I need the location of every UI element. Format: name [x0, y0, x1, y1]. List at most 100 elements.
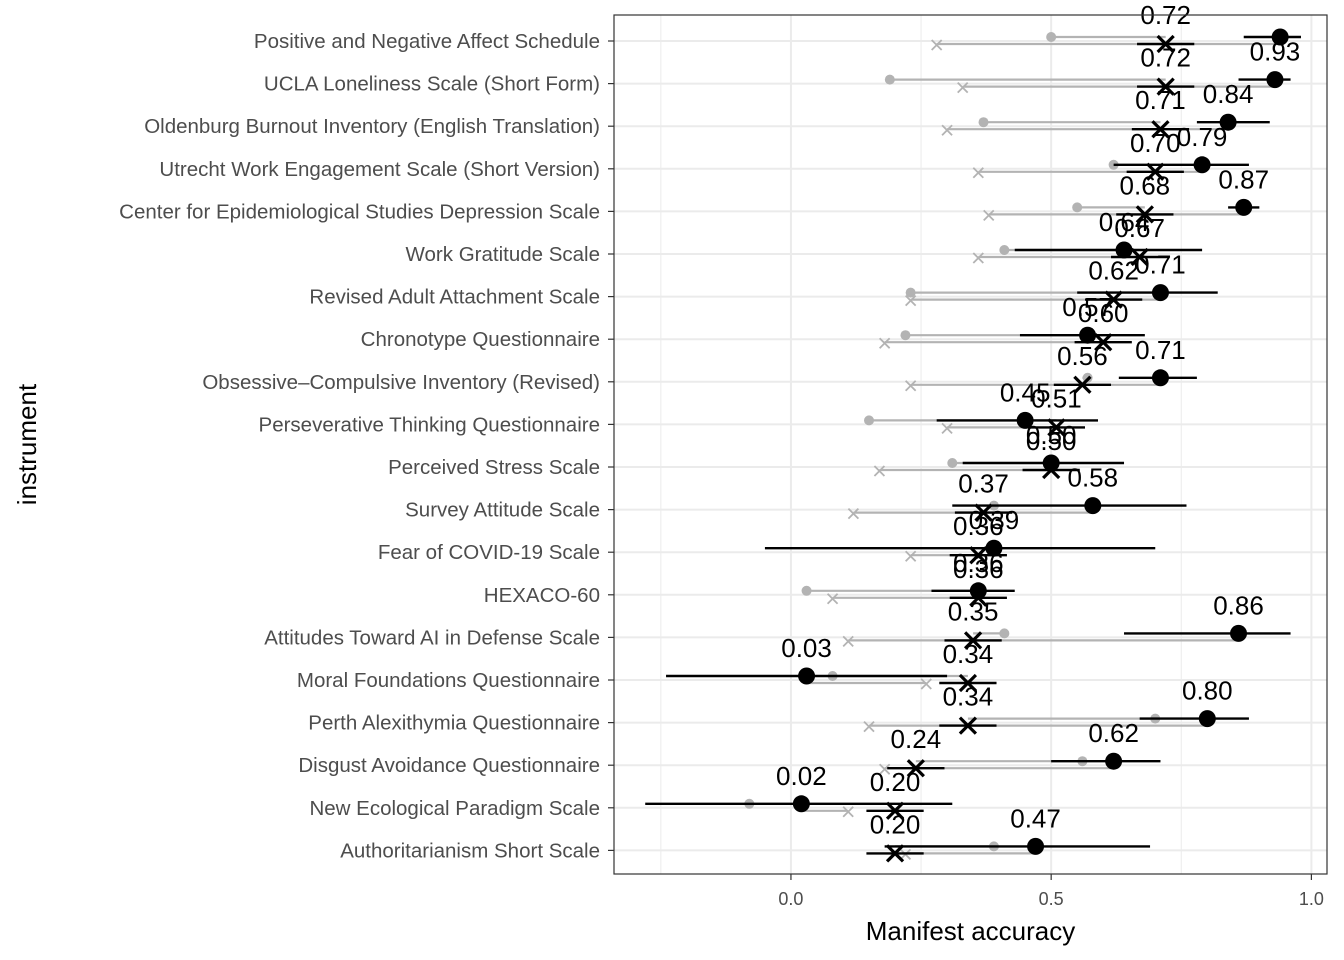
- cross-point-stroke: [1135, 205, 1154, 224]
- y-tick-label: HEXACO-60: [484, 584, 600, 607]
- dot-point: [798, 667, 816, 685]
- dot-point: [1235, 198, 1253, 216]
- secondary-cross: [941, 124, 953, 136]
- cross-point: [1156, 77, 1175, 96]
- secondary-cross-stroke: [863, 720, 875, 733]
- secondary-cross: [941, 422, 953, 435]
- secondary-point: [900, 330, 911, 341]
- secondary-cross: [905, 294, 917, 307]
- cross-value-label: 0.36: [953, 511, 1004, 541]
- secondary-cross: [878, 337, 891, 349]
- dot-point: [1115, 241, 1133, 259]
- dot-value-label: 0.80: [1182, 676, 1233, 706]
- cross-value-label: 0.24: [891, 724, 942, 754]
- secondary-cross-stroke: [842, 806, 854, 818]
- cross-point: [958, 673, 978, 693]
- cross-point: [885, 801, 905, 820]
- secondary-point: [905, 287, 916, 298]
- dot-value-label: 0.86: [1213, 590, 1264, 620]
- cross-point-stroke: [1042, 460, 1061, 480]
- dot-point: [1266, 71, 1284, 89]
- dot-point: [1105, 752, 1123, 770]
- cross-value-label: 0.51: [1031, 383, 1082, 413]
- secondary-cross-stroke: [941, 124, 953, 136]
- x-axis-title: Manifest accuracy: [866, 916, 1076, 946]
- dot-value-label: 0.57: [1062, 292, 1113, 322]
- secondary-cross: [905, 550, 917, 562]
- secondary-cross-stroke: [826, 593, 839, 605]
- secondary-point: [801, 585, 812, 596]
- cross-value-label: 0.72: [1140, 43, 1191, 73]
- secondary-cross-stroke: [941, 422, 953, 435]
- dot-value-label: 0.36: [953, 548, 1004, 578]
- y-tick-label: Authoritarianism Short Scale: [340, 839, 600, 862]
- cross-point: [963, 631, 983, 650]
- x-tick-label: 0.5: [1039, 889, 1064, 909]
- secondary-point: [1046, 32, 1057, 42]
- y-tick-label: Perceived Stress Scale: [388, 456, 600, 479]
- cross-point: [1073, 375, 1092, 394]
- x-axis: 0.0 0.5 1.0: [778, 874, 1324, 909]
- cross-point-stroke: [1130, 247, 1149, 267]
- data-labels: 0.720.930.720.840.710.790.700.870.680.64…: [776, 0, 1300, 839]
- dot-point: [1079, 326, 1097, 344]
- dot-value-label: 0.03: [781, 633, 832, 663]
- cross-point-stroke: [1156, 77, 1175, 96]
- secondary-point: [884, 74, 895, 85]
- y-tick-label: Revised Adult Attachment Scale: [309, 286, 600, 309]
- secondary-cross-stroke: [905, 550, 917, 562]
- secondary-cross-stroke: [931, 39, 943, 51]
- cross-point-stroke: [1151, 120, 1170, 139]
- secondary-cross: [847, 507, 860, 520]
- cross-point: [906, 759, 925, 778]
- y-axis-title: instrument: [12, 383, 42, 505]
- cross-value-label: 0.20: [870, 767, 921, 797]
- y-tick-label: Obsessive–Compulsive Inventory (Revised): [202, 371, 600, 394]
- cross-point-stroke: [885, 801, 905, 820]
- secondary-cross: [905, 380, 917, 392]
- secondary-point: [947, 458, 958, 468]
- dot-point: [1151, 369, 1169, 387]
- secondary-cross: [873, 465, 886, 477]
- secondary-cross-stroke: [920, 678, 932, 690]
- secondary-cross-stroke: [983, 209, 995, 222]
- y-tick-label: Utrecht Work Engagement Scale (Short Ver…: [159, 158, 600, 181]
- cross-point: [969, 546, 988, 565]
- secondary-point: [864, 415, 875, 426]
- secondary-cross-stroke: [878, 763, 891, 775]
- cross-point-stroke: [963, 631, 983, 650]
- secondary-cross-stroke: [873, 465, 886, 477]
- dot-value-label: 0.71: [1135, 250, 1186, 280]
- secondary-cross: [842, 806, 854, 818]
- dot-point: [792, 795, 810, 813]
- cross-point-stroke: [958, 716, 978, 735]
- dot-value-label: 0.87: [1218, 164, 1269, 194]
- dot-value-label: 0.45: [1000, 377, 1051, 407]
- cross-value-label: 0.70: [1130, 128, 1181, 158]
- dot-value-label: 0.50: [1026, 420, 1077, 450]
- y-tick-label: Disgust Avoidance Questionnaire: [298, 754, 600, 777]
- cross-value-label: 0.56: [1057, 341, 1108, 371]
- y-tick-label: Work Gratitude Scale: [406, 243, 600, 266]
- secondary-cross: [931, 39, 943, 51]
- secondary-cross: [983, 209, 995, 222]
- dot-value-label: 0.02: [776, 761, 827, 791]
- dot-value-label: 0.79: [1177, 122, 1228, 152]
- cross-value-label: 0.37: [958, 469, 1009, 499]
- cross-point-stroke: [1094, 333, 1113, 352]
- x-tick-label: 1.0: [1299, 889, 1324, 909]
- dot-point: [1084, 497, 1102, 515]
- cross-value-label: 0.68: [1120, 170, 1171, 200]
- dot-value-label: 0.64: [1099, 207, 1150, 237]
- cross-value-label: 0.35: [948, 596, 999, 626]
- dot-point: [1230, 624, 1248, 642]
- cross-point: [1135, 205, 1154, 224]
- secondary-cross: [878, 763, 891, 775]
- dot-point: [1193, 156, 1211, 174]
- y-tick-label: Fear of COVID-19 Scale: [378, 541, 600, 564]
- chart-marks: [645, 28, 1301, 863]
- secondary-point: [978, 117, 989, 128]
- cross-value-label: 0.62: [1088, 256, 1139, 286]
